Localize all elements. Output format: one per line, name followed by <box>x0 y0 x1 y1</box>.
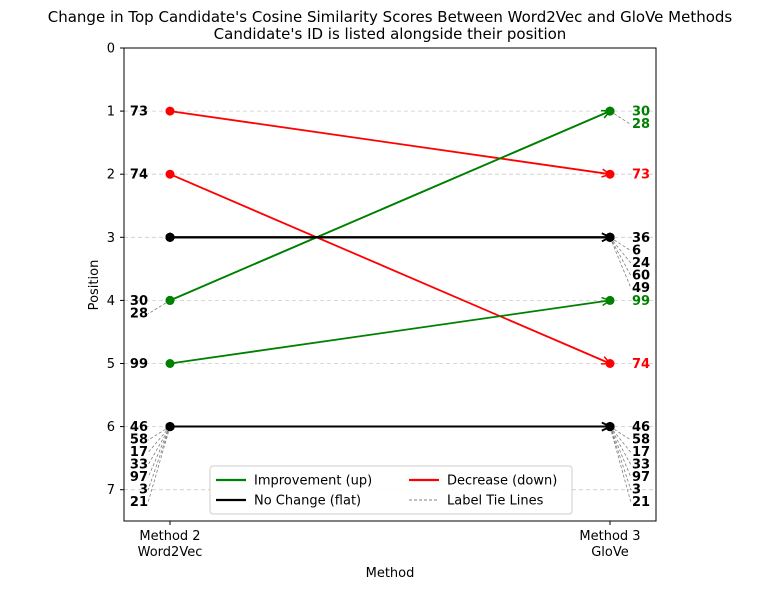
left-id-label: 33 <box>130 458 148 473</box>
left-id-label: 73 <box>130 105 148 120</box>
series-line-74 <box>169 173 611 365</box>
legend-box <box>209 465 573 515</box>
y-axis-label: Position <box>87 260 102 311</box>
series-lines <box>169 109 612 432</box>
tie-line <box>147 426 171 466</box>
left-id-label: 97 <box>130 470 148 485</box>
right-id-label: 30 <box>632 105 650 120</box>
end-point-73 <box>605 169 615 179</box>
left-id-label: 58 <box>130 433 148 448</box>
start-point-74 <box>165 169 175 179</box>
left-id-label: 3 <box>139 483 148 498</box>
right-id-label: 17 <box>632 445 650 460</box>
tie-line <box>609 426 632 491</box>
y-tick-label: 0 <box>107 42 115 57</box>
series-line-28 <box>169 110 611 302</box>
tie-line <box>609 426 632 441</box>
id-labels: 7374302899465817339732130287336624604999… <box>130 105 650 511</box>
y-axis: 0 1 2 3 4 5 6 7 <box>107 42 124 498</box>
right-id-label: 36 <box>632 231 650 246</box>
right-id-label: 6 <box>632 243 641 258</box>
y-tick-label: 6 <box>107 420 115 435</box>
left-id-label: 74 <box>130 168 148 183</box>
chart-title: Change in Top Candidate's Cosine Similar… <box>48 8 733 26</box>
right-id-label: 97 <box>632 470 650 485</box>
end-point-28 <box>605 106 615 116</box>
legend-label-flat: No Change (flat) <box>254 494 361 509</box>
x-axis: Method 2 Word2Vec Method 3 GloVe <box>138 521 641 560</box>
y-tick-label: 4 <box>107 294 115 309</box>
left-id-label: 28 <box>130 306 148 321</box>
grid-lines <box>124 110 656 491</box>
tie-line <box>609 426 632 503</box>
tie-line <box>609 237 632 264</box>
right-id-label: 60 <box>632 268 650 283</box>
tie-line <box>609 237 632 289</box>
x-tick-label: Method 3 GloVe <box>579 529 640 560</box>
legend: Improvement (up) Decrease (down) No Change… <box>209 465 573 515</box>
y-tick-label: 5 <box>107 357 115 372</box>
tie-line <box>147 300 171 315</box>
tie-line <box>609 236 632 252</box>
right-id-label: 21 <box>632 495 650 510</box>
tie-line <box>147 426 171 503</box>
end-point-99 <box>605 295 615 305</box>
start-point-73 <box>165 106 175 116</box>
tie-line <box>609 237 632 276</box>
start-point-99 <box>165 359 175 368</box>
left-id-label: 30 <box>130 294 148 309</box>
plot-frame <box>123 47 657 522</box>
start-point-21 <box>165 422 175 432</box>
y-tick-label: 2 <box>107 168 115 183</box>
tie-line <box>147 426 171 491</box>
x-tick-label: Method 2 Word2Vec <box>138 529 203 560</box>
left-id-label: 46 <box>130 420 148 435</box>
x-axis-label: Method <box>366 566 415 581</box>
y-tick-label: 1 <box>107 105 115 120</box>
tie-line <box>147 426 171 453</box>
legend-label-down: Decrease (down) <box>447 474 557 489</box>
tie-line <box>147 426 171 441</box>
y-tick-label: 7 <box>107 483 115 498</box>
tie-line <box>609 426 632 478</box>
chart-subtitle: Candidate's ID is listed alongside their… <box>214 25 567 43</box>
right-id-label: 33 <box>632 458 650 473</box>
series-line-73 <box>169 110 611 176</box>
legend-label-up: Improvement (up) <box>254 474 372 489</box>
series-line-99 <box>169 299 611 365</box>
end-point-49 <box>605 232 615 242</box>
right-id-label: 28 <box>632 117 650 132</box>
right-id-label: 74 <box>632 357 650 372</box>
tie-line <box>609 426 632 466</box>
right-id-label: 49 <box>632 281 650 296</box>
tie-line <box>147 426 171 478</box>
y-tick-label: 3 <box>107 231 115 246</box>
start-point-49 <box>165 232 175 242</box>
right-id-label: 58 <box>632 433 650 448</box>
start-point-28 <box>165 295 175 305</box>
right-id-label: 3 <box>632 483 641 498</box>
legend-label-tie: Label Tie Lines <box>447 494 544 509</box>
right-id-label: 99 <box>632 294 650 309</box>
tie-line <box>609 110 632 125</box>
right-id-label: 73 <box>632 168 650 183</box>
tie-lines <box>147 110 632 503</box>
left-id-label: 21 <box>130 495 148 510</box>
end-point-74 <box>605 359 615 368</box>
right-id-label: 24 <box>632 256 650 271</box>
tie-line <box>609 426 632 453</box>
right-id-label: 46 <box>632 420 650 435</box>
left-id-label: 99 <box>130 357 148 372</box>
left-id-label: 17 <box>130 445 148 460</box>
series-points <box>165 106 615 432</box>
end-point-21 <box>605 422 615 432</box>
